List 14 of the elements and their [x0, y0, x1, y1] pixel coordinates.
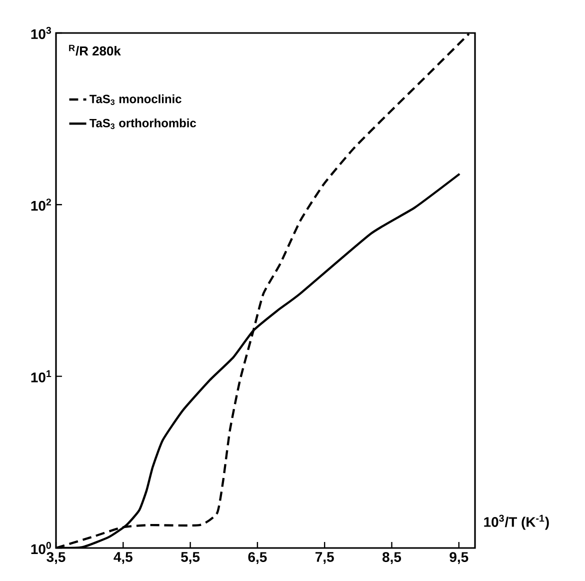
legend-label: TaS$_{3}$ orthorhombic — [90, 118, 196, 130]
y-tick-label: 10$^{3}$ — [31, 26, 52, 40]
y-tick-label: 10$^{2}$ — [31, 198, 51, 211]
x-tick-label: 8,5 — [382, 552, 402, 564]
x-axis-title: 10$^{3}$/T (K$^{-1}$) — [484, 514, 549, 530]
y-tick-label: 10$^{1}$ — [31, 370, 52, 382]
x-tick-label: 6,5 — [248, 552, 267, 564]
x-tick-label: 9,5 — [450, 552, 468, 564]
x-tick-label: 7,5 — [315, 552, 334, 564]
x-tick-label: 4,5 — [114, 552, 132, 564]
x-tick-label: 3,5 — [46, 552, 66, 564]
x-tick-label: 5,5 — [181, 552, 200, 564]
legend-label: TaS$_{3}$ monoclinic — [90, 94, 182, 105]
y-axis-title: $^{R}$/R 280k — [69, 44, 121, 56]
